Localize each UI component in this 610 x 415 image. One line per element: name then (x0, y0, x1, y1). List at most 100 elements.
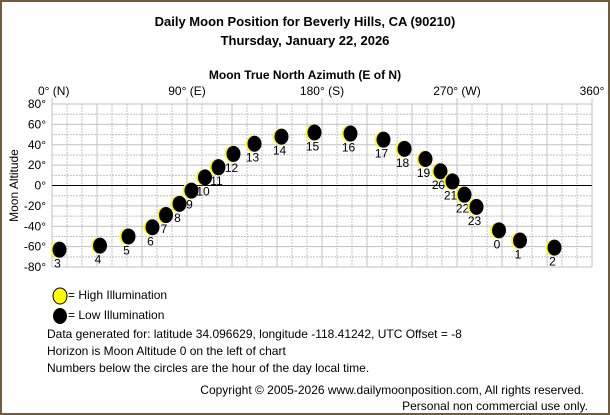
x-tick-label: 180° (S) (300, 84, 344, 98)
x-axis-title: Moon True North Azimuth (E of N) (208, 68, 402, 82)
high-illumination-icon (52, 287, 68, 305)
moon-disc (226, 145, 241, 162)
moon-point-hour-8: 8 (170, 195, 187, 225)
y-tick-label: -80° (24, 260, 46, 274)
moon-point-hour-21: 21 (443, 173, 460, 202)
moon-disc (145, 219, 160, 236)
moon-disc (93, 237, 107, 254)
moon-point-hour-10: 10 (196, 169, 212, 198)
y-tick-label: 40° (28, 138, 46, 152)
y-tick-label: 20° (28, 158, 46, 172)
hour-label: 16 (342, 141, 356, 155)
moon-point-hour-18: 18 (395, 140, 412, 170)
moon-disc (343, 125, 358, 142)
moon-point-hour-13: 13 (245, 135, 262, 165)
y-tick-label: 80° (28, 97, 46, 111)
chart-date: Thursday, January 22, 2026 (220, 33, 390, 48)
moon-disc (198, 169, 212, 186)
moon-disc (52, 241, 67, 258)
hour-label: 5 (123, 243, 130, 257)
moon-point-hour-20: 20 (431, 163, 448, 192)
hour-label: 10 (196, 184, 210, 198)
moon-disc (397, 140, 412, 157)
hour-label: 1 (515, 248, 522, 262)
hour-label: 21 (444, 188, 458, 202)
moon-disc (469, 198, 484, 215)
legend-high: = High Illumination (68, 288, 168, 302)
y-tick-label: 0° (35, 179, 47, 193)
hour-label: 0 (494, 237, 501, 251)
x-tick-label: 90° (E) (168, 84, 205, 98)
moon-point-hour-4: 4 (91, 237, 107, 267)
moon-disc (274, 128, 289, 145)
hour-label: 19 (417, 166, 431, 180)
y-tick-label: -60° (24, 240, 46, 254)
note-location: Data generated for: latitude 34.096629, … (47, 327, 462, 341)
hour-label: 7 (161, 222, 168, 236)
moon-disc (457, 186, 472, 203)
hour-label: 3 (54, 257, 61, 271)
hour-label: 13 (246, 151, 260, 165)
hour-label: 6 (147, 234, 154, 248)
moon-point-hour-16: 16 (341, 125, 358, 155)
y-tick-label: -20° (24, 199, 46, 213)
legend-icons (52, 287, 68, 324)
moon-disc (513, 232, 527, 249)
moon-disc (211, 159, 226, 176)
moon-point-hour-22: 22 (455, 186, 472, 216)
hour-label: 9 (186, 198, 193, 212)
moon-point-hour-6: 6 (143, 219, 160, 248)
moon-disc (172, 195, 187, 212)
note-hours: Numbers below the circles are the hour o… (47, 361, 370, 375)
hour-label: 2 (549, 255, 556, 269)
hour-label: 22 (456, 202, 470, 216)
hour-label: 12 (225, 161, 239, 175)
moon-disc (121, 228, 136, 245)
hour-label: 20 (432, 178, 446, 192)
moon-point-hour-17: 17 (374, 131, 391, 161)
y-tick-label: -40° (24, 219, 46, 233)
moon-disc (547, 239, 562, 256)
moon-point-hour-3: 3 (50, 241, 67, 271)
moon-point-hour-2: 2 (545, 239, 562, 269)
moon-disc (247, 135, 262, 152)
moon-disc (418, 151, 433, 168)
moon-point-hour-23: 23 (467, 198, 484, 228)
moon-point-hour-0: 0 (490, 222, 506, 251)
hour-label: 14 (273, 144, 287, 158)
moon-point-hour-14: 14 (272, 128, 289, 158)
x-tick-label: 0° (N) (38, 84, 69, 98)
low-illumination-icon (53, 308, 67, 324)
y-axis-label: Moon Altitude (7, 149, 21, 222)
legend-low: = Low Illumination (68, 308, 165, 322)
chart-title: Daily Moon Position for Beverly Hills, C… (154, 14, 456, 29)
moon-disc (445, 173, 460, 190)
hour-label: 11 (210, 174, 223, 188)
x-tick-label: 360° (580, 84, 605, 98)
hour-label: 15 (306, 140, 320, 154)
note-horizon: Horizon is Moon Altitude 0 on the left o… (47, 344, 286, 358)
moon-disc (492, 222, 506, 239)
moon-point-hour-1: 1 (511, 232, 527, 262)
moon-disc (307, 124, 322, 141)
moon-disc (184, 182, 199, 199)
moon-point-hour-7: 7 (157, 207, 173, 236)
moon-disc (159, 207, 173, 224)
x-tick-label: 270° (W) (433, 84, 480, 98)
moon-point-hour-5: 5 (119, 228, 136, 257)
copyright: Copyright © 2005-2026 www.dailymoonposit… (200, 383, 584, 397)
moon-point-hour-19: 19 (416, 151, 433, 180)
plot-area: 0° (N) 90° (E) 180° (S) 270° (W) 360°80°60°4… (7, 84, 605, 274)
hour-label: 18 (396, 156, 410, 170)
moon-disc (376, 131, 391, 148)
y-tick-label: 60° (28, 117, 46, 131)
usage-note: Personal non commercial use only. (402, 399, 588, 413)
hour-label: 4 (95, 253, 102, 267)
moon-point-hour-15: 15 (305, 124, 322, 154)
hour-label: 8 (174, 211, 181, 225)
moon-disc (433, 163, 448, 180)
hour-label: 17 (375, 147, 389, 161)
hour-label: 23 (468, 214, 482, 228)
moon-point-hour-11: 11 (209, 159, 226, 188)
